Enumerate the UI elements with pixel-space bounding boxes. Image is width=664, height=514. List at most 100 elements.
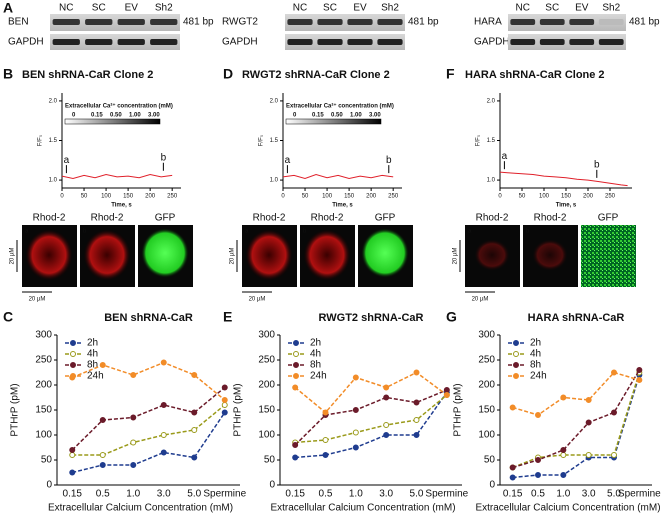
point (69, 469, 76, 476)
y-tick-label: 2.0 (270, 98, 279, 104)
y-tick-label: 0 (489, 480, 495, 491)
x-tick-label: 0 (60, 194, 64, 200)
trace-line (61, 174, 173, 180)
y-tick-label: 1.0 (270, 178, 279, 184)
point (221, 397, 228, 403)
y-tick-label: 1.5 (49, 138, 58, 144)
point (443, 392, 450, 398)
lane-label: NC (516, 3, 530, 14)
series-line (72, 412, 226, 474)
band (569, 39, 595, 45)
lane-label: Sh2 (381, 3, 399, 14)
point (383, 432, 390, 438)
point (292, 454, 299, 461)
point (322, 437, 329, 443)
band (539, 39, 565, 45)
band (287, 19, 313, 25)
panel-letter: B (3, 66, 13, 82)
y-tick-label: 1.0 (49, 178, 58, 184)
point (535, 472, 541, 478)
inset-label: 3.00 (148, 113, 160, 119)
point (413, 432, 420, 438)
point (560, 472, 567, 478)
legend-label: 2h (530, 338, 541, 349)
point (191, 454, 198, 461)
legend-label: 24h (310, 371, 327, 382)
series-line (512, 372, 641, 469)
x-tick-label: 0.5 (319, 489, 333, 500)
control-label: GAPDH (222, 37, 258, 48)
y-tick-label: 50 (484, 455, 496, 466)
gene-label: HARA (474, 17, 502, 28)
band (377, 39, 403, 45)
control-label: GAPDH (474, 37, 510, 48)
point (99, 462, 106, 468)
inset-label: 0 (72, 113, 76, 119)
series-line (72, 404, 226, 456)
x-tick-label: 0.5 (96, 489, 110, 500)
corner-label: b (526, 229, 530, 235)
x-tick-label: 1.0 (126, 489, 140, 500)
y-tick-label: 50 (41, 455, 53, 466)
point (413, 417, 420, 423)
gene-label: BEN (8, 17, 29, 28)
x-axis-label: Time, s (332, 203, 353, 209)
point (130, 439, 137, 446)
chart-title: BEN shRNA-CaR Clone 2 (22, 69, 153, 81)
band (317, 19, 343, 25)
x-tick-label: 0.15 (285, 489, 305, 500)
point (509, 464, 516, 471)
series-line (512, 371, 640, 416)
annotation: a (502, 151, 508, 162)
x-tick-label: 250 (605, 194, 616, 200)
gfp (141, 228, 189, 278)
point (413, 399, 420, 406)
point (560, 452, 567, 458)
point (69, 452, 76, 458)
legend-label: 8h (87, 360, 98, 371)
band (85, 39, 113, 45)
gel (50, 34, 180, 50)
x-tick-label: 100 (101, 194, 112, 200)
y-axis-label: F/F₀ (259, 134, 265, 146)
point (160, 402, 167, 408)
gel (285, 14, 405, 31)
x-tick-label: 100 (322, 194, 333, 200)
y-axis-label: PTHrP (pM) (233, 383, 244, 436)
legend-label: 4h (530, 349, 541, 360)
corner-label: b (83, 229, 87, 235)
y-axis-label: F/F₀ (476, 134, 482, 146)
band (569, 19, 595, 25)
corner-label: a (468, 229, 472, 235)
band (377, 19, 403, 25)
point (221, 384, 228, 391)
x-tick-label: 5.0 (187, 489, 201, 500)
point (585, 452, 592, 458)
cell (245, 229, 293, 281)
lane-label: SC (323, 3, 337, 14)
series-line (295, 394, 448, 444)
point (636, 367, 643, 373)
point (292, 384, 299, 391)
band (287, 39, 313, 45)
x-tick-label: 250 (167, 194, 178, 200)
lane-label: Sh2 (155, 3, 173, 14)
inset-label: 0.15 (312, 113, 324, 119)
series-line (295, 392, 448, 459)
y-tick-label: 250 (258, 355, 275, 366)
corner-label: a (245, 229, 249, 235)
point (292, 442, 299, 448)
size-label: 481 bp (183, 17, 214, 28)
chart-title: BEN shRNA-CaR (104, 312, 193, 324)
point (99, 452, 106, 458)
scale-label: 20 µM (10, 248, 16, 265)
image-label: Rhod-2 (311, 213, 344, 224)
y-tick-label: 100 (478, 430, 495, 441)
size-label: 481 bp (408, 17, 439, 28)
x-tick-label: Spermine (618, 489, 661, 500)
legend-marker (293, 340, 299, 346)
point (99, 362, 106, 368)
gfp (581, 225, 636, 287)
cell (25, 229, 73, 281)
